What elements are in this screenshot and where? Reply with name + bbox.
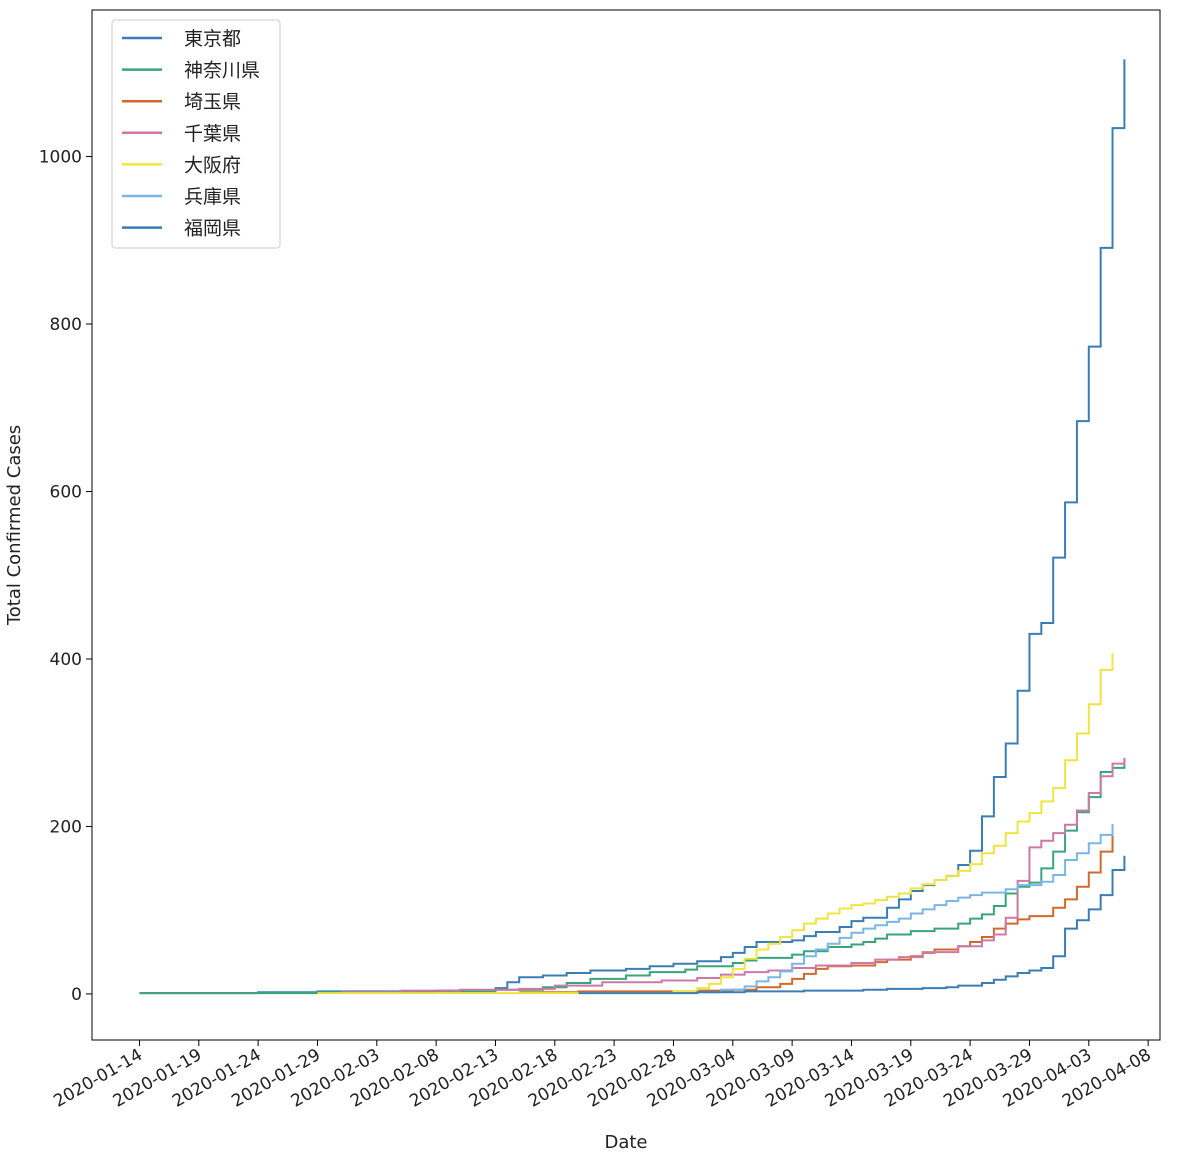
series-line-3 bbox=[341, 757, 1126, 994]
y-tick-label: 0 bbox=[71, 985, 82, 1005]
legend-label: 千葉県 bbox=[184, 123, 241, 145]
legend-label: 神奈川県 bbox=[184, 60, 260, 82]
legend-label: 福岡県 bbox=[184, 218, 241, 240]
y-axis: 0 200 400 600 800 1000 bbox=[39, 148, 92, 1005]
y-tick-label: 1000 bbox=[39, 148, 82, 168]
legend-box bbox=[111, 19, 281, 249]
series-layer bbox=[139, 59, 1126, 995]
y-tick-label: 800 bbox=[50, 315, 82, 335]
y-tick-label: 600 bbox=[50, 483, 82, 503]
series-line-1 bbox=[139, 759, 1126, 995]
series-line-0 bbox=[139, 59, 1126, 995]
series-line-5 bbox=[697, 823, 1114, 994]
y-tick-label: 400 bbox=[50, 650, 82, 670]
legend-label: 東京都 bbox=[184, 28, 241, 50]
series-line-4 bbox=[317, 653, 1114, 995]
x-axis-title: Date bbox=[604, 1132, 647, 1153]
plot-frame bbox=[91, 9, 1161, 1041]
y-axis-title: Total Confirmed Cases bbox=[4, 425, 25, 626]
legend-label: 埼玉県 bbox=[184, 91, 241, 113]
x-axis: 2020-01-142020-01-192020-01-242020-01-29… bbox=[50, 1040, 1155, 1112]
y-tick-label: 200 bbox=[50, 817, 82, 837]
legend-label: 大阪府 bbox=[184, 154, 241, 176]
series-line-6 bbox=[578, 855, 1126, 995]
legend-label: 兵庫県 bbox=[184, 186, 241, 208]
